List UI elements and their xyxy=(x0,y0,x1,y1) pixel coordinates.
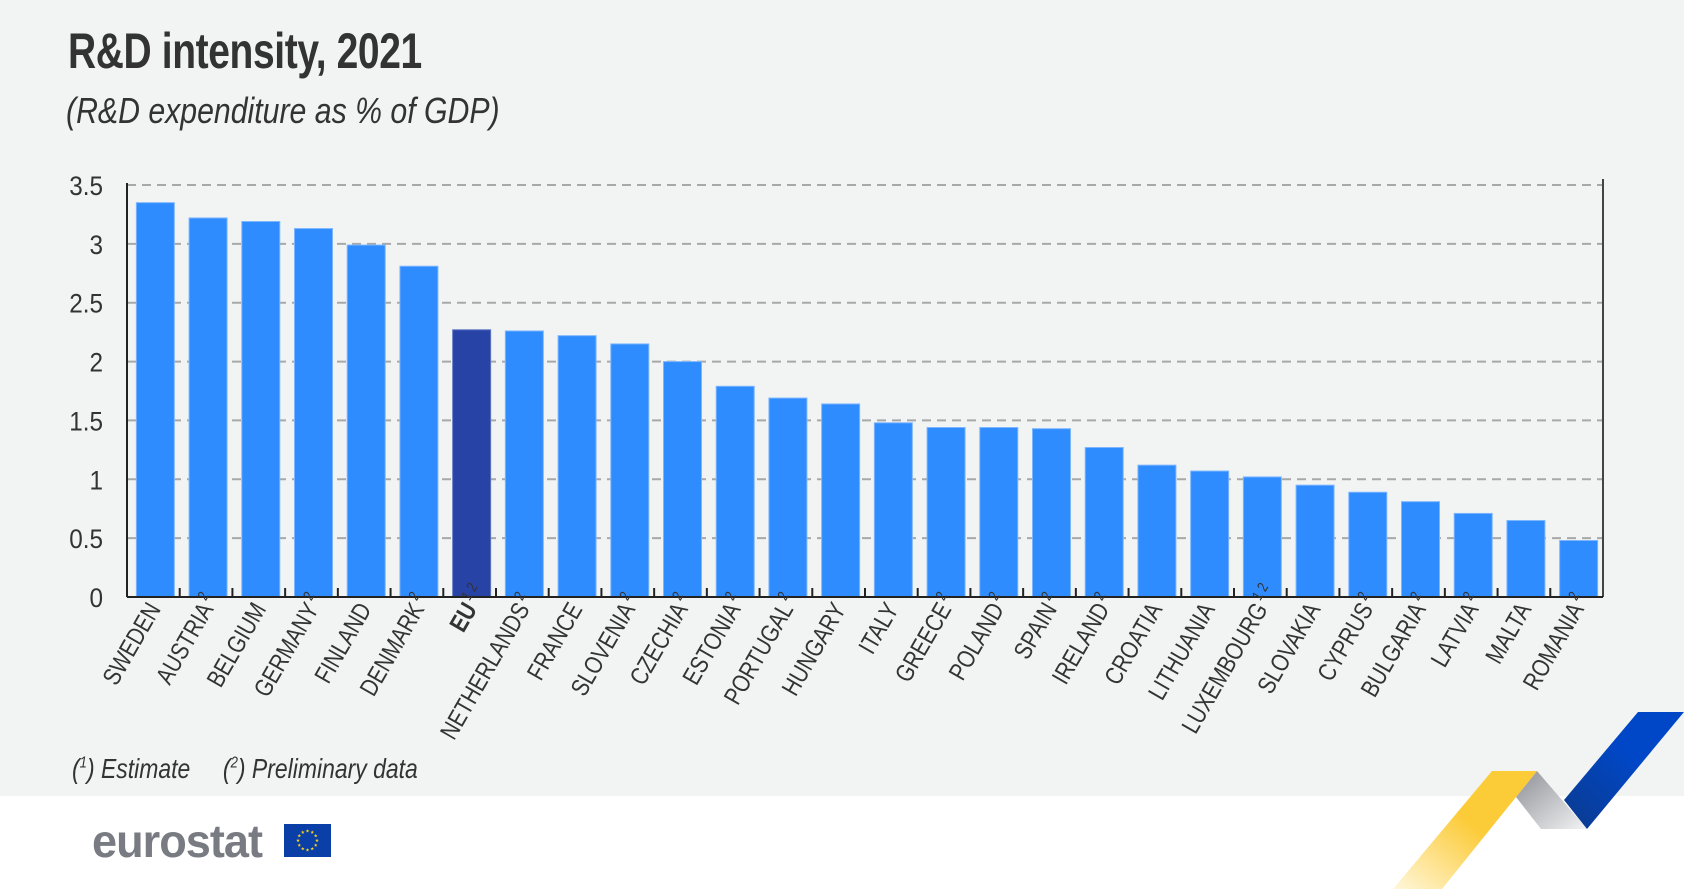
bar-hungary xyxy=(821,403,861,598)
bar-chart: 0 0.5 1 1.5 2 2.5 3 3.5 SWEDENAUSTRIA2BELGIUMGE… xyxy=(69,172,1604,744)
bar-austria xyxy=(188,217,228,598)
footnote-estimate: (1) Estimate xyxy=(72,753,191,784)
flag-star xyxy=(313,833,318,838)
bar-portugal xyxy=(768,397,808,598)
flag-star xyxy=(305,829,310,833)
bar-cyprus xyxy=(1348,491,1388,598)
flag-star xyxy=(300,830,305,834)
x-tick-label-text: LATVIA xyxy=(1425,597,1485,672)
flag-star xyxy=(297,843,302,847)
footnote-legend: (1) Estimate (2) Preliminary data xyxy=(72,753,444,785)
bar-poland xyxy=(979,426,1019,598)
y-tick-label: 1 xyxy=(89,466,103,495)
bars xyxy=(135,202,1599,598)
x-tick-label-text: SPAIN xyxy=(1008,598,1063,664)
bar-slovakia xyxy=(1295,484,1335,598)
footnote-preliminary: (2) Preliminary data xyxy=(222,753,418,784)
bar-france xyxy=(557,335,597,598)
bar-malta xyxy=(1506,519,1546,598)
bar-romania xyxy=(1559,539,1599,598)
bar-germany xyxy=(294,228,333,598)
x-tick-footnote: 1 2 xyxy=(458,580,481,603)
bar-spain xyxy=(1032,428,1071,598)
flag-star xyxy=(310,846,315,851)
bar-bulgaria xyxy=(1401,501,1440,598)
flag-star xyxy=(305,848,310,852)
flag-star xyxy=(297,833,302,838)
flag-star xyxy=(313,843,318,847)
x-tick-label-text: EU xyxy=(444,598,483,637)
bar-belgium xyxy=(241,220,281,598)
bar-denmark xyxy=(399,265,439,598)
x-tick-labels: SWEDENAUSTRIA2BELGIUMGERMANY2FINLANDDENM… xyxy=(96,580,1590,744)
x-tick-footnote: 1 2 xyxy=(1249,580,1272,603)
y-tick-label: 3.5 xyxy=(69,172,103,201)
y-tick-label: 0.5 xyxy=(69,525,103,554)
bar-sweden xyxy=(135,202,175,598)
y-tick-label: 2.5 xyxy=(69,290,103,319)
y-tick-label: 2 xyxy=(89,348,103,377)
flag-star xyxy=(300,846,305,851)
flag-star xyxy=(296,838,300,843)
chart-subtitle: (R&D expenditure as % of GDP) xyxy=(66,90,500,131)
flag-star xyxy=(315,838,319,843)
bar-italy xyxy=(873,422,913,598)
bar-finland xyxy=(346,244,386,598)
chart-title: R&D intensity, 2021 xyxy=(68,23,422,79)
bar-slovenia xyxy=(610,343,650,598)
x-tick-label-text: MALTA xyxy=(1479,597,1537,668)
chart-panel-background xyxy=(0,0,1684,796)
eurostat-logo: eurostat xyxy=(92,814,331,868)
bar-czechia xyxy=(663,361,702,598)
x-tick-marks xyxy=(178,588,1552,597)
y-tick-label: 0 xyxy=(89,584,103,613)
bar-estonia xyxy=(715,385,755,598)
bar-eu xyxy=(452,329,492,598)
bar-luxembourg xyxy=(1242,476,1282,598)
bar-croatia xyxy=(1137,464,1177,598)
eu-flag-icon xyxy=(284,824,331,857)
y-tick-label: 1.5 xyxy=(69,407,103,436)
bar-greece xyxy=(926,426,966,598)
bar-ireland xyxy=(1084,447,1124,598)
bar-latvia xyxy=(1453,512,1493,598)
x-tick-label: ITALY xyxy=(853,598,905,659)
y-tick-labels: 0 0.5 1 1.5 2 2.5 3 3.5 xyxy=(69,172,103,613)
x-tick-label: MALTA xyxy=(1479,597,1537,668)
flag-star xyxy=(310,830,315,834)
y-tick-label: 3 xyxy=(89,231,103,260)
x-tick-label-text: ITALY xyxy=(853,598,905,659)
bar-netherlands xyxy=(504,330,544,598)
bar-lithuania xyxy=(1190,470,1230,598)
eurostat-wordmark: eurostat xyxy=(92,815,263,867)
